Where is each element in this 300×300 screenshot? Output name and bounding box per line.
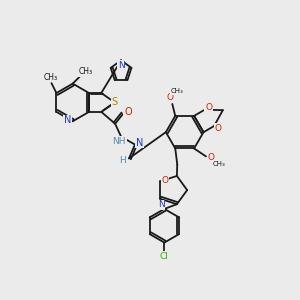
Text: N: N xyxy=(118,61,124,70)
Text: O: O xyxy=(205,103,212,112)
Text: S: S xyxy=(112,98,118,107)
Text: N: N xyxy=(158,200,165,209)
Text: N: N xyxy=(136,138,144,148)
Text: O: O xyxy=(124,107,132,117)
Text: O: O xyxy=(207,153,214,162)
Text: O: O xyxy=(167,92,174,101)
Text: N: N xyxy=(64,115,71,125)
Text: CH₃: CH₃ xyxy=(171,88,184,94)
Text: H: H xyxy=(119,156,125,165)
Text: O: O xyxy=(214,124,222,133)
Text: CH₃: CH₃ xyxy=(212,161,225,167)
Text: O: O xyxy=(162,176,169,185)
Text: NH: NH xyxy=(112,137,126,146)
Text: CH₃: CH₃ xyxy=(79,67,93,76)
Text: Cl: Cl xyxy=(160,252,169,261)
Text: CH₃: CH₃ xyxy=(44,73,58,82)
